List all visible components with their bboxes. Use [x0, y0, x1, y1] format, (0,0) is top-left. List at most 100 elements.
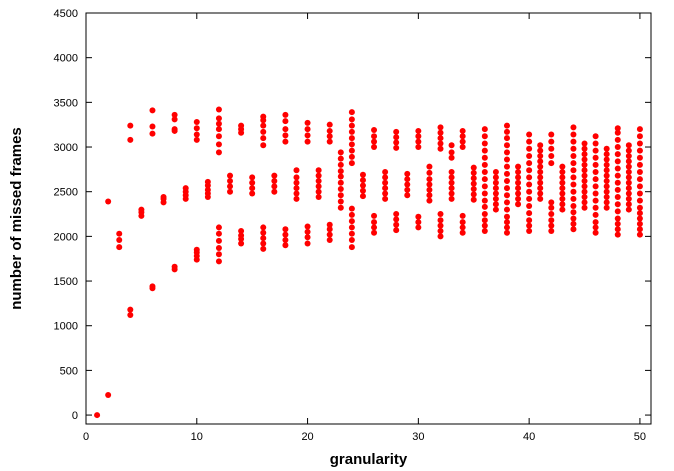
- data-point: [592, 154, 599, 161]
- data-points: [94, 106, 643, 419]
- data-point: [371, 219, 378, 226]
- data-point: [581, 188, 588, 195]
- y-tick-label: 4000: [54, 53, 78, 65]
- data-point: [315, 194, 322, 201]
- data-point: [492, 179, 499, 186]
- data-point: [393, 139, 400, 146]
- data-point: [537, 147, 544, 154]
- data-point: [304, 119, 311, 126]
- data-point: [215, 106, 222, 113]
- data-point: [481, 176, 488, 183]
- data-point: [614, 151, 621, 158]
- data-point: [559, 169, 566, 176]
- data-point: [515, 190, 522, 197]
- data-point: [337, 173, 344, 180]
- data-point: [559, 195, 566, 202]
- data-point: [315, 167, 322, 174]
- data-point: [614, 136, 621, 143]
- data-point: [592, 197, 599, 204]
- data-point: [348, 109, 355, 116]
- data-point: [581, 140, 588, 147]
- data-point: [426, 186, 433, 193]
- data-point: [393, 211, 400, 218]
- data-point: [437, 135, 444, 142]
- data-point: [282, 111, 289, 118]
- data-point: [625, 163, 632, 170]
- data-point: [348, 135, 355, 142]
- data-point: [636, 215, 643, 222]
- data-point: [625, 195, 632, 202]
- data-point: [503, 163, 510, 170]
- data-point: [348, 218, 355, 225]
- data-point: [415, 127, 422, 134]
- data-point: [603, 145, 610, 152]
- data-point: [481, 133, 488, 140]
- data-point: [581, 151, 588, 158]
- data-point: [393, 221, 400, 228]
- data-point: [503, 229, 510, 236]
- data-point: [371, 144, 378, 151]
- data-point: [215, 224, 222, 231]
- data-point: [337, 149, 344, 156]
- data-point: [382, 174, 389, 181]
- data-point: [592, 204, 599, 211]
- data-point: [204, 186, 211, 193]
- data-point: [570, 188, 577, 195]
- data-point: [238, 122, 245, 129]
- data-point: [503, 199, 510, 206]
- data-point: [625, 174, 632, 181]
- data-point: [215, 244, 222, 251]
- data-point: [470, 186, 477, 193]
- data-point: [503, 170, 510, 177]
- data-point: [171, 116, 178, 123]
- data-point: [603, 156, 610, 163]
- data-point: [393, 134, 400, 141]
- data-point: [282, 226, 289, 233]
- data-point: [459, 127, 466, 134]
- y-tick-label: 500: [60, 365, 78, 377]
- data-point: [559, 206, 566, 213]
- data-point: [271, 172, 278, 179]
- data-point: [614, 144, 621, 151]
- data-point: [304, 234, 311, 241]
- data-point: [415, 219, 422, 226]
- data-point: [227, 188, 234, 195]
- y-tick-label: 1500: [54, 276, 78, 288]
- data-point: [426, 169, 433, 176]
- data-point: [127, 306, 134, 313]
- data-point: [636, 220, 643, 227]
- data-point: [503, 122, 510, 129]
- data-point: [304, 126, 311, 133]
- data-point: [448, 154, 455, 161]
- data-point: [459, 144, 466, 151]
- data-point: [581, 172, 588, 179]
- data-point: [636, 183, 643, 190]
- data-point: [138, 206, 145, 213]
- data-point: [503, 185, 510, 192]
- data-point: [459, 138, 466, 145]
- data-point: [371, 133, 378, 140]
- data-point: [481, 228, 488, 235]
- data-point: [426, 192, 433, 199]
- data-point: [382, 169, 389, 176]
- data-point: [437, 233, 444, 240]
- data-point: [437, 124, 444, 131]
- data-point: [515, 163, 522, 170]
- data-point: [636, 210, 643, 217]
- data-point: [581, 183, 588, 190]
- data-point: [592, 190, 599, 197]
- data-point: [570, 138, 577, 145]
- data-point: [548, 199, 555, 206]
- data-point: [603, 167, 610, 174]
- data-point: [260, 135, 267, 142]
- data-point: [570, 152, 577, 159]
- data-point: [227, 183, 234, 190]
- data-point: [548, 131, 555, 138]
- data-point: [548, 160, 555, 167]
- data-point: [526, 202, 533, 209]
- data-point: [526, 152, 533, 159]
- data-point: [625, 201, 632, 208]
- data-point: [404, 170, 411, 177]
- x-axis-title: granularity: [330, 451, 408, 468]
